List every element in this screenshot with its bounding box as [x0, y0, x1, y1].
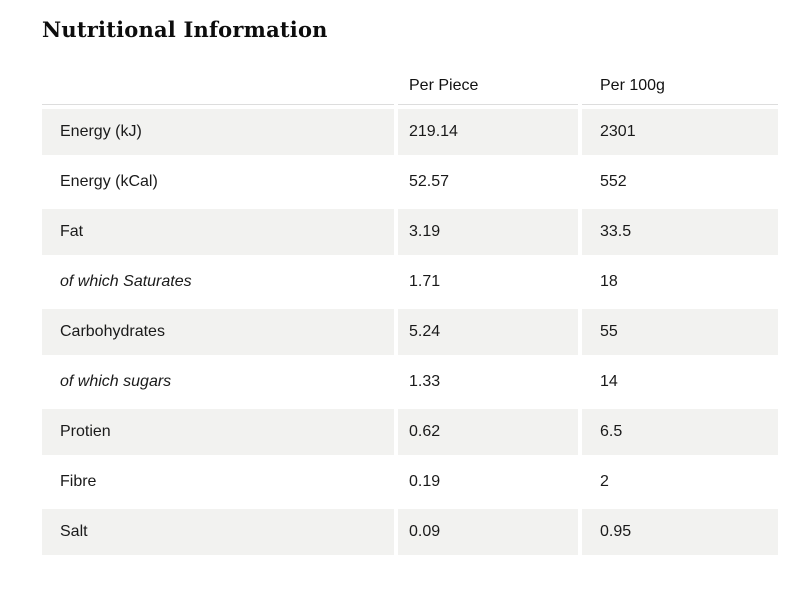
row-value-per-piece: 52.57	[398, 159, 578, 205]
row-label: Fibre	[42, 459, 394, 505]
row-value-per-100g: 18	[582, 259, 778, 305]
table-row-carbohydrates: Carbohydrates 5.24 55	[42, 309, 778, 355]
page-title: Nutritional Information	[42, 17, 328, 42]
row-value-per-100g: 14	[582, 359, 778, 405]
row-value-per-100g: 55	[582, 309, 778, 355]
row-label: Energy (kJ)	[42, 109, 394, 155]
row-label: of which Saturates	[42, 259, 394, 305]
row-value-per-piece: 219.14	[398, 109, 578, 155]
table-row-sugars: of which sugars 1.33 14	[42, 359, 778, 405]
row-value-per-100g: 2301	[582, 109, 778, 155]
row-value-per-100g: 6.5	[582, 409, 778, 455]
row-value-per-100g: 2	[582, 459, 778, 505]
row-label: Protien	[42, 409, 394, 455]
row-value-per-100g: 33.5	[582, 209, 778, 255]
row-value-per-piece: 0.19	[398, 459, 578, 505]
row-value-per-piece: 5.24	[398, 309, 578, 355]
row-value-per-piece: 0.62	[398, 409, 578, 455]
table-row-saturates: of which Saturates 1.71 18	[42, 259, 778, 305]
row-value-per-piece: 0.09	[398, 509, 578, 555]
table-row-fibre: Fibre 0.19 2	[42, 459, 778, 505]
nutrition-table: Per Piece Per 100g Energy (kJ) 219.14 23…	[38, 69, 782, 559]
row-value-per-piece: 1.71	[398, 259, 578, 305]
row-value-per-100g: 552	[582, 159, 778, 205]
header-cell-blank	[42, 73, 394, 105]
row-value-per-piece: 3.19	[398, 209, 578, 255]
row-label: Carbohydrates	[42, 309, 394, 355]
table-row-energy-kj: Energy (kJ) 219.14 2301	[42, 109, 778, 155]
table-row-energy-kcal: Energy (kCal) 52.57 552	[42, 159, 778, 205]
header-cell-per-100g: Per 100g	[582, 73, 778, 105]
table-row-protein: Protien 0.62 6.5	[42, 409, 778, 455]
row-label: Fat	[42, 209, 394, 255]
header-cell-per-piece: Per Piece	[398, 73, 578, 105]
row-value-per-piece: 1.33	[398, 359, 578, 405]
header-row: Per Piece Per 100g	[42, 73, 778, 105]
row-label: of which sugars	[42, 359, 394, 405]
row-label: Salt	[42, 509, 394, 555]
row-label: Energy (kCal)	[42, 159, 394, 205]
table-row-fat: Fat 3.19 33.5	[42, 209, 778, 255]
table-row-salt: Salt 0.09 0.95	[42, 509, 778, 555]
row-value-per-100g: 0.95	[582, 509, 778, 555]
